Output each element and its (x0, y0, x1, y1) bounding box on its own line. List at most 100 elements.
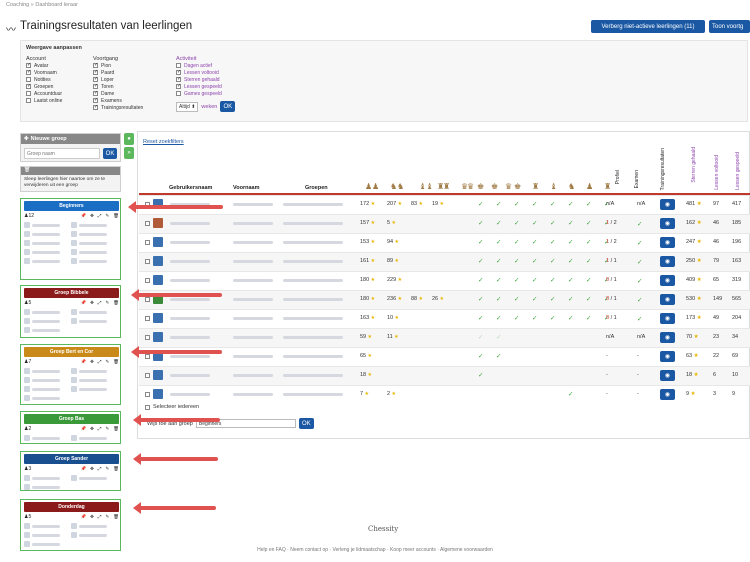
row-checkbox[interactable] (145, 316, 150, 321)
setting-checkbox[interactable] (93, 62, 98, 68)
select-all-checkbox[interactable] (145, 404, 150, 410)
row-checkbox[interactable] (145, 354, 150, 359)
row-checkbox[interactable] (145, 240, 150, 245)
group-member[interactable] (24, 531, 69, 539)
col-stars[interactable]: Sterren gehaald (691, 147, 697, 183)
view-results-button[interactable]: ◉ (660, 199, 675, 210)
view-results-button[interactable]: ◉ (660, 275, 675, 286)
move-icon[interactable]: ✥ (90, 358, 94, 364)
group-member[interactable] (71, 522, 116, 530)
group-header[interactable]: Donderdag (24, 502, 119, 512)
group-name-input[interactable]: Groep naam (24, 148, 100, 159)
col-firstname[interactable]: Voornaam (233, 185, 260, 191)
group-member[interactable] (24, 483, 69, 491)
pin-icon[interactable]: 📌 (80, 513, 87, 519)
group-box[interactable]: Groep Sander ♟ 3 📌 ✥ ⤢ ✎ 🗑 (20, 451, 121, 491)
pin-icon[interactable]: 📌 (80, 425, 87, 431)
view-results-button[interactable]: ◉ (660, 370, 675, 381)
setting-option[interactable]: Accountduur (26, 90, 62, 97)
move-icon[interactable]: ✥ (90, 465, 94, 471)
setting-checkbox[interactable] (26, 69, 31, 75)
expand-icon[interactable]: ⤢ (97, 514, 102, 519)
setting-checkbox[interactable] (176, 83, 181, 89)
reset-filters-link[interactable]: Reset zoekfilters (143, 139, 184, 145)
edit-icon[interactable]: ✎ (105, 299, 110, 305)
setting-option[interactable]: Toren (93, 83, 143, 90)
group-member[interactable] (24, 221, 69, 229)
group-member[interactable] (24, 474, 69, 482)
setting-checkbox[interactable] (26, 62, 31, 68)
group-member[interactable] (24, 367, 69, 375)
group-member[interactable] (71, 531, 116, 539)
setting-option[interactable]: Notities (26, 76, 62, 83)
edit-icon[interactable]: ✎ (105, 513, 110, 519)
view-results-button[interactable]: ◉ (660, 256, 675, 267)
setting-checkbox[interactable] (26, 77, 31, 82)
setting-option[interactable]: Loper (93, 76, 143, 83)
group-member[interactable] (71, 230, 116, 238)
group-member[interactable] (24, 230, 69, 238)
group-member[interactable] (24, 248, 69, 256)
group-member[interactable] (24, 434, 69, 442)
group-header[interactable]: Groep Bas (24, 414, 119, 424)
setting-option[interactable]: Voornaam (26, 69, 62, 76)
breadcrumb[interactable]: Coaching » Dashboard leraar (6, 2, 78, 8)
setting-option[interactable]: Sterren gehaald (176, 76, 235, 83)
setting-option[interactable]: Laatst online (26, 97, 62, 104)
table-row[interactable] (139, 252, 750, 271)
setting-checkbox[interactable] (93, 83, 98, 89)
delete-icon[interactable]: 🗑 (113, 358, 119, 364)
setting-option[interactable]: Dame (93, 90, 143, 97)
group-member[interactable] (24, 326, 69, 334)
expand-icon[interactable]: ⤢ (97, 300, 102, 305)
expand-icon[interactable]: ⤢ (97, 466, 102, 471)
group-box[interactable]: Groep Bas ♟ 2 📌 ✥ ⤢ ✎ 🗑 (20, 411, 121, 444)
table-row[interactable] (139, 309, 750, 328)
expand-icon[interactable]: ⤢ (97, 359, 102, 364)
row-checkbox[interactable] (145, 373, 150, 378)
table-row[interactable] (139, 385, 750, 404)
col-profile[interactable]: Profiel (615, 170, 621, 185)
edit-icon[interactable]: ✎ (105, 358, 110, 364)
group-member[interactable] (24, 376, 69, 384)
footer-links[interactable]: Help en FAQ · Neem contact op · Verleng … (257, 547, 493, 553)
group-member[interactable] (71, 221, 116, 229)
group-member[interactable] (71, 434, 116, 442)
select-all-row[interactable]: Selecteer iedereen (145, 404, 199, 410)
setting-checkbox[interactable] (26, 91, 31, 96)
setting-checkbox[interactable] (176, 76, 181, 82)
table-row[interactable] (139, 290, 750, 309)
group-header[interactable]: Groep Sander (24, 454, 119, 464)
row-checkbox[interactable] (145, 259, 150, 264)
group-box[interactable]: Groep Bibbele ♟ 5 📌 ✥ ⤢ ✎ 🗑 (20, 285, 121, 338)
row-checkbox[interactable] (145, 297, 150, 302)
table-row[interactable] (139, 366, 750, 385)
delete-icon[interactable]: 🗑 (113, 425, 119, 431)
group-member[interactable] (24, 257, 69, 265)
show-progress-button[interactable]: Toon voortg (709, 20, 750, 33)
move-icon[interactable]: ✥ (90, 513, 94, 519)
setting-checkbox[interactable] (93, 69, 98, 75)
group-member[interactable] (71, 317, 116, 325)
expand-icon[interactable]: ⤢ (97, 426, 102, 431)
group-member[interactable] (71, 385, 116, 393)
group-member[interactable] (24, 239, 69, 247)
group-box[interactable]: Groep Bert en Cor ♟ 7 📌 ✥ ⤢ ✎ 🗑 (20, 344, 121, 405)
row-checkbox[interactable] (145, 221, 150, 226)
setting-option[interactable]: Examens (93, 97, 143, 104)
setting-checkbox[interactable] (176, 63, 181, 68)
group-member[interactable] (71, 376, 116, 384)
group-box[interactable]: Beginners ♟ 12 📌 ✥ ⤢ ✎ 🗑 (20, 198, 121, 280)
setting-checkbox[interactable] (93, 76, 98, 82)
pin-icon[interactable]: 📌 (80, 299, 87, 305)
assign-ok-button[interactable]: OK (298, 418, 314, 429)
row-checkbox[interactable] (145, 335, 150, 340)
group-member[interactable] (71, 474, 116, 482)
table-row[interactable] (139, 271, 750, 290)
group-member[interactable] (71, 248, 116, 256)
pin-icon[interactable]: 📌 (80, 465, 87, 471)
group-header[interactable]: Groep Bert en Cor (24, 347, 119, 357)
table-row[interactable] (139, 195, 750, 214)
edit-icon[interactable]: ✎ (105, 212, 110, 218)
setting-option[interactable]: Dagen actief (176, 62, 235, 69)
